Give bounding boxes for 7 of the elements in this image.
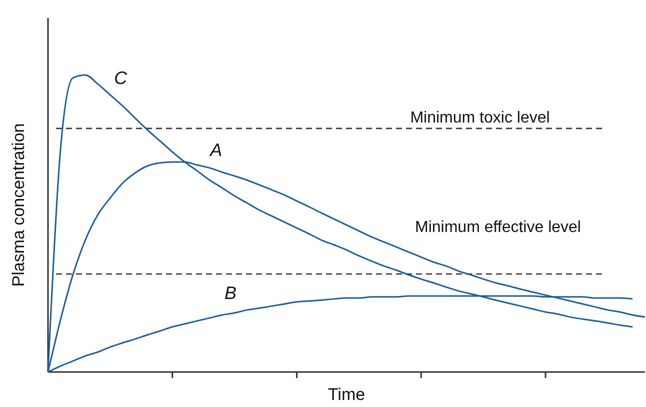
y-axis-title: Plasma concentration xyxy=(9,123,28,287)
series-label: B xyxy=(224,282,237,303)
series-label: C xyxy=(114,68,128,88)
x-axis-title: Time xyxy=(328,385,366,404)
ref-line-label: Minimum effective level xyxy=(415,218,581,236)
series-label: A xyxy=(209,140,222,160)
ref-line-label: Minimum toxic level xyxy=(410,109,550,126)
